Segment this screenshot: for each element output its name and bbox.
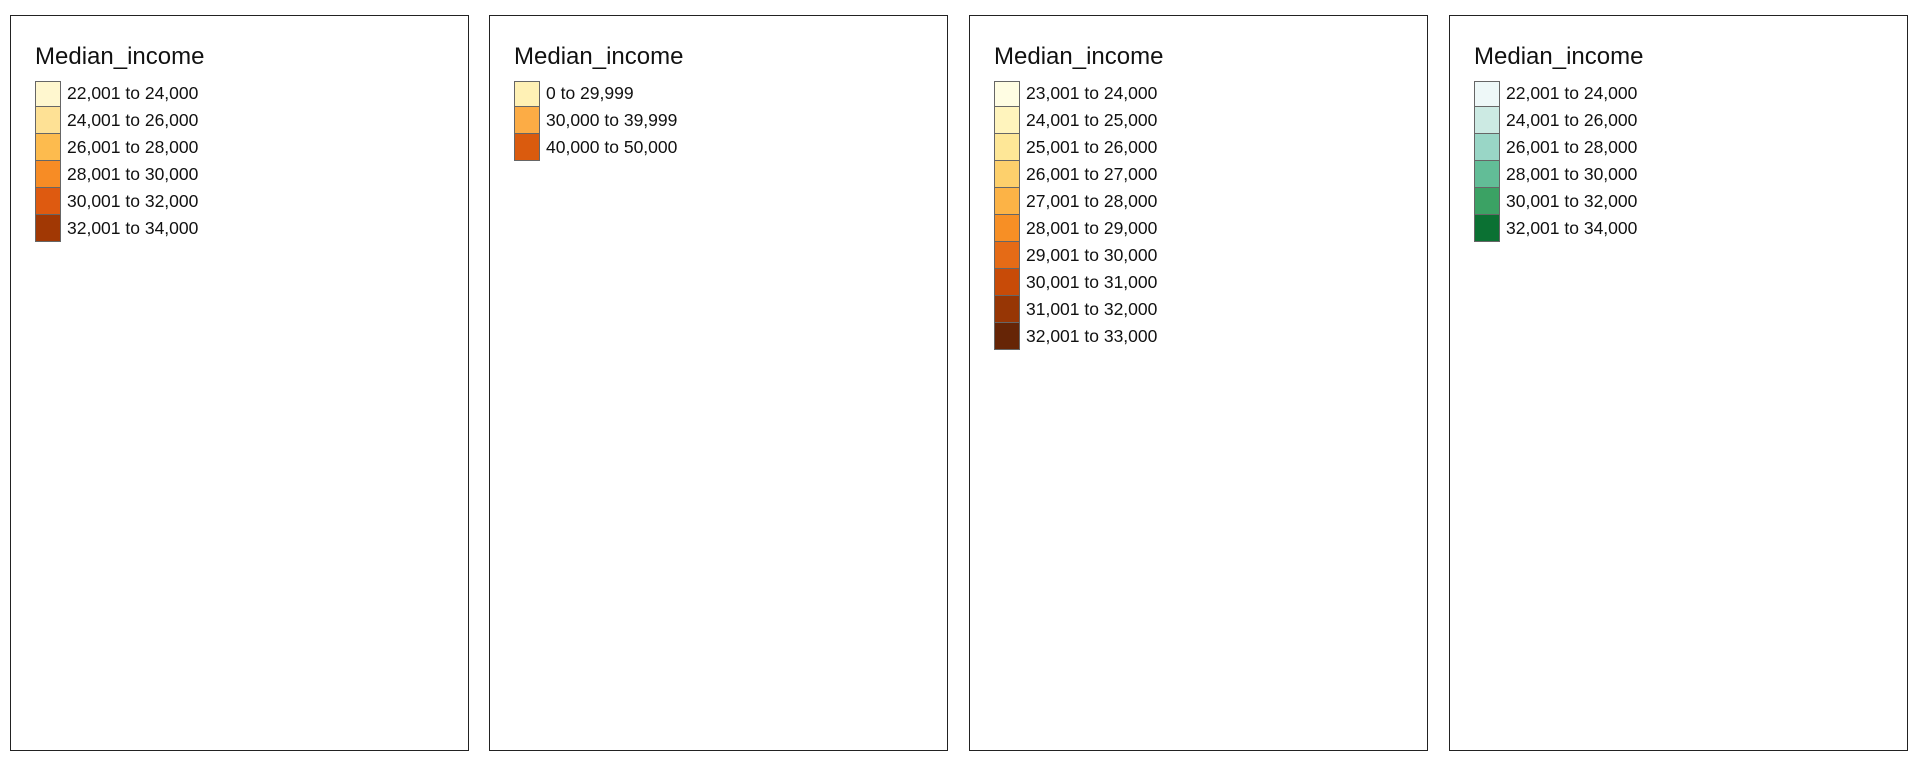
map-panel-4: Median_income 22,001 to 24,000 24,001 to … — [1449, 15, 1908, 751]
legend-swatch — [1474, 188, 1500, 215]
legend-item: 26,001 to 27,000 — [994, 161, 1163, 188]
legend-item-label: 30,001 to 31,000 — [1026, 272, 1158, 292]
legend-item: 25,001 to 26,000 — [994, 134, 1163, 161]
legend-item-label: 26,001 to 28,000 — [67, 137, 199, 157]
legend-swatch — [35, 134, 61, 161]
legend-swatch — [994, 188, 1020, 215]
legend-item: 29,001 to 30,000 — [994, 242, 1163, 269]
legend-swatch — [994, 323, 1020, 350]
legend-swatch — [35, 107, 61, 134]
legend-item: 24,001 to 26,000 — [1474, 107, 1643, 134]
legend-item: 30,001 to 31,000 — [994, 269, 1163, 296]
legend-item: 30,000 to 39,999 — [514, 107, 683, 134]
legend-item: 22,001 to 24,000 — [1474, 80, 1643, 107]
legend-item-label: 32,001 to 34,000 — [67, 218, 199, 238]
legend-item: 31,001 to 32,000 — [994, 296, 1163, 323]
legend-items: 22,001 to 24,000 24,001 to 26,000 26,001 t… — [35, 80, 204, 242]
legend-item-label: 26,001 to 28,000 — [1506, 137, 1638, 157]
legend-item-label: 22,001 to 24,000 — [1506, 83, 1638, 103]
legend-item: 0 to 29,999 — [514, 80, 683, 107]
legend-item: 28,001 to 30,000 — [35, 161, 204, 188]
legend-swatch — [1474, 215, 1500, 242]
map-panel-3: Median_income 23,001 to 24,000 24,001 to … — [969, 15, 1428, 751]
legend-swatch — [35, 80, 61, 107]
legend-swatch — [1474, 134, 1500, 161]
legend-items: 0 to 29,999 30,000 to 39,999 40,000 to 50,… — [514, 80, 683, 161]
legend-swatch — [994, 80, 1020, 107]
legend-swatch — [994, 215, 1020, 242]
legend-title: Median_income — [514, 43, 684, 70]
legend-item-label: 40,000 to 50,000 — [546, 137, 678, 157]
legend-item-label: 27,001 to 28,000 — [1026, 191, 1158, 211]
legend-title: Median_income — [1474, 43, 1644, 70]
map-panel-1: Median_income 22,001 to 24,000 24,001 to … — [10, 15, 469, 751]
legend-item-label: 23,001 to 24,000 — [1026, 83, 1158, 103]
legend-item: 40,000 to 50,000 — [514, 134, 683, 161]
legend-swatch — [35, 215, 61, 242]
legend-swatch — [1474, 107, 1500, 134]
legend-item-label: 28,001 to 29,000 — [1026, 218, 1158, 238]
legend-item-label: 22,001 to 24,000 — [67, 83, 199, 103]
legend-item: 32,001 to 34,000 — [35, 215, 204, 242]
legend-swatch — [994, 296, 1020, 323]
legend-item: 28,001 to 30,000 — [1474, 161, 1643, 188]
legend-swatch — [1474, 80, 1500, 107]
legend-item-label: 0 to 29,999 — [546, 83, 634, 103]
legend: Median_income 22,001 to 24,000 24,001 to … — [35, 42, 204, 242]
legend-items: 23,001 to 24,000 24,001 to 25,000 25,001 t… — [994, 80, 1163, 350]
legend-item-label: 32,001 to 34,000 — [1506, 218, 1638, 238]
legend-item: 32,001 to 34,000 — [1474, 215, 1643, 242]
legend-items: 22,001 to 24,000 24,001 to 26,000 26,001 t… — [1474, 80, 1643, 242]
legend-item: 30,001 to 32,000 — [35, 188, 204, 215]
legend-swatch — [514, 80, 540, 107]
legend-swatch — [1474, 161, 1500, 188]
legend-swatch — [35, 161, 61, 188]
legend-swatch — [514, 134, 540, 161]
legend-item-label: 28,001 to 30,000 — [1506, 164, 1638, 184]
legend-item-label: 30,001 to 32,000 — [1506, 191, 1638, 211]
legend-item: 28,001 to 29,000 — [994, 215, 1163, 242]
legend-title: Median_income — [994, 43, 1164, 70]
legend-item-label: 24,001 to 25,000 — [1026, 110, 1158, 130]
legend-swatch — [514, 107, 540, 134]
legend-item: 22,001 to 24,000 — [35, 80, 204, 107]
legend-swatch — [35, 188, 61, 215]
legend-swatch — [994, 161, 1020, 188]
legend-item-label: 30,000 to 39,999 — [546, 110, 678, 130]
legend-swatch — [994, 242, 1020, 269]
legend-item: 24,001 to 25,000 — [994, 107, 1163, 134]
legend-item: 32,001 to 33,000 — [994, 323, 1163, 350]
legend-item-label: 25,001 to 26,000 — [1026, 137, 1158, 157]
legend-item-label: 26,001 to 27,000 — [1026, 164, 1158, 184]
legend-item: 26,001 to 28,000 — [1474, 134, 1643, 161]
map-panel-2: Median_income 0 to 29,999 30,000 to 39,99… — [489, 15, 948, 751]
legend: Median_income 0 to 29,999 30,000 to 39,99… — [514, 42, 683, 161]
legend-item: 27,001 to 28,000 — [994, 188, 1163, 215]
legend-item-label: 30,001 to 32,000 — [67, 191, 199, 211]
legend: Median_income 22,001 to 24,000 24,001 to … — [1474, 42, 1643, 242]
legend-item-label: 24,001 to 26,000 — [67, 110, 199, 130]
legend-swatch — [994, 134, 1020, 161]
legend-item-label: 24,001 to 26,000 — [1506, 110, 1638, 130]
legend-item: 26,001 to 28,000 — [35, 134, 204, 161]
legend-item: 24,001 to 26,000 — [35, 107, 204, 134]
legend-item-label: 31,001 to 32,000 — [1026, 299, 1158, 319]
legend-item: 30,001 to 32,000 — [1474, 188, 1643, 215]
legend-item-label: 28,001 to 30,000 — [67, 164, 199, 184]
legend: Median_income 23,001 to 24,000 24,001 to … — [994, 42, 1163, 350]
legend-title: Median_income — [35, 43, 205, 70]
legend-item-label: 32,001 to 33,000 — [1026, 326, 1158, 346]
legend-swatch — [994, 269, 1020, 296]
legend-item-label: 29,001 to 30,000 — [1026, 245, 1158, 265]
legend-swatch — [994, 107, 1020, 134]
legend-item: 23,001 to 24,000 — [994, 80, 1163, 107]
